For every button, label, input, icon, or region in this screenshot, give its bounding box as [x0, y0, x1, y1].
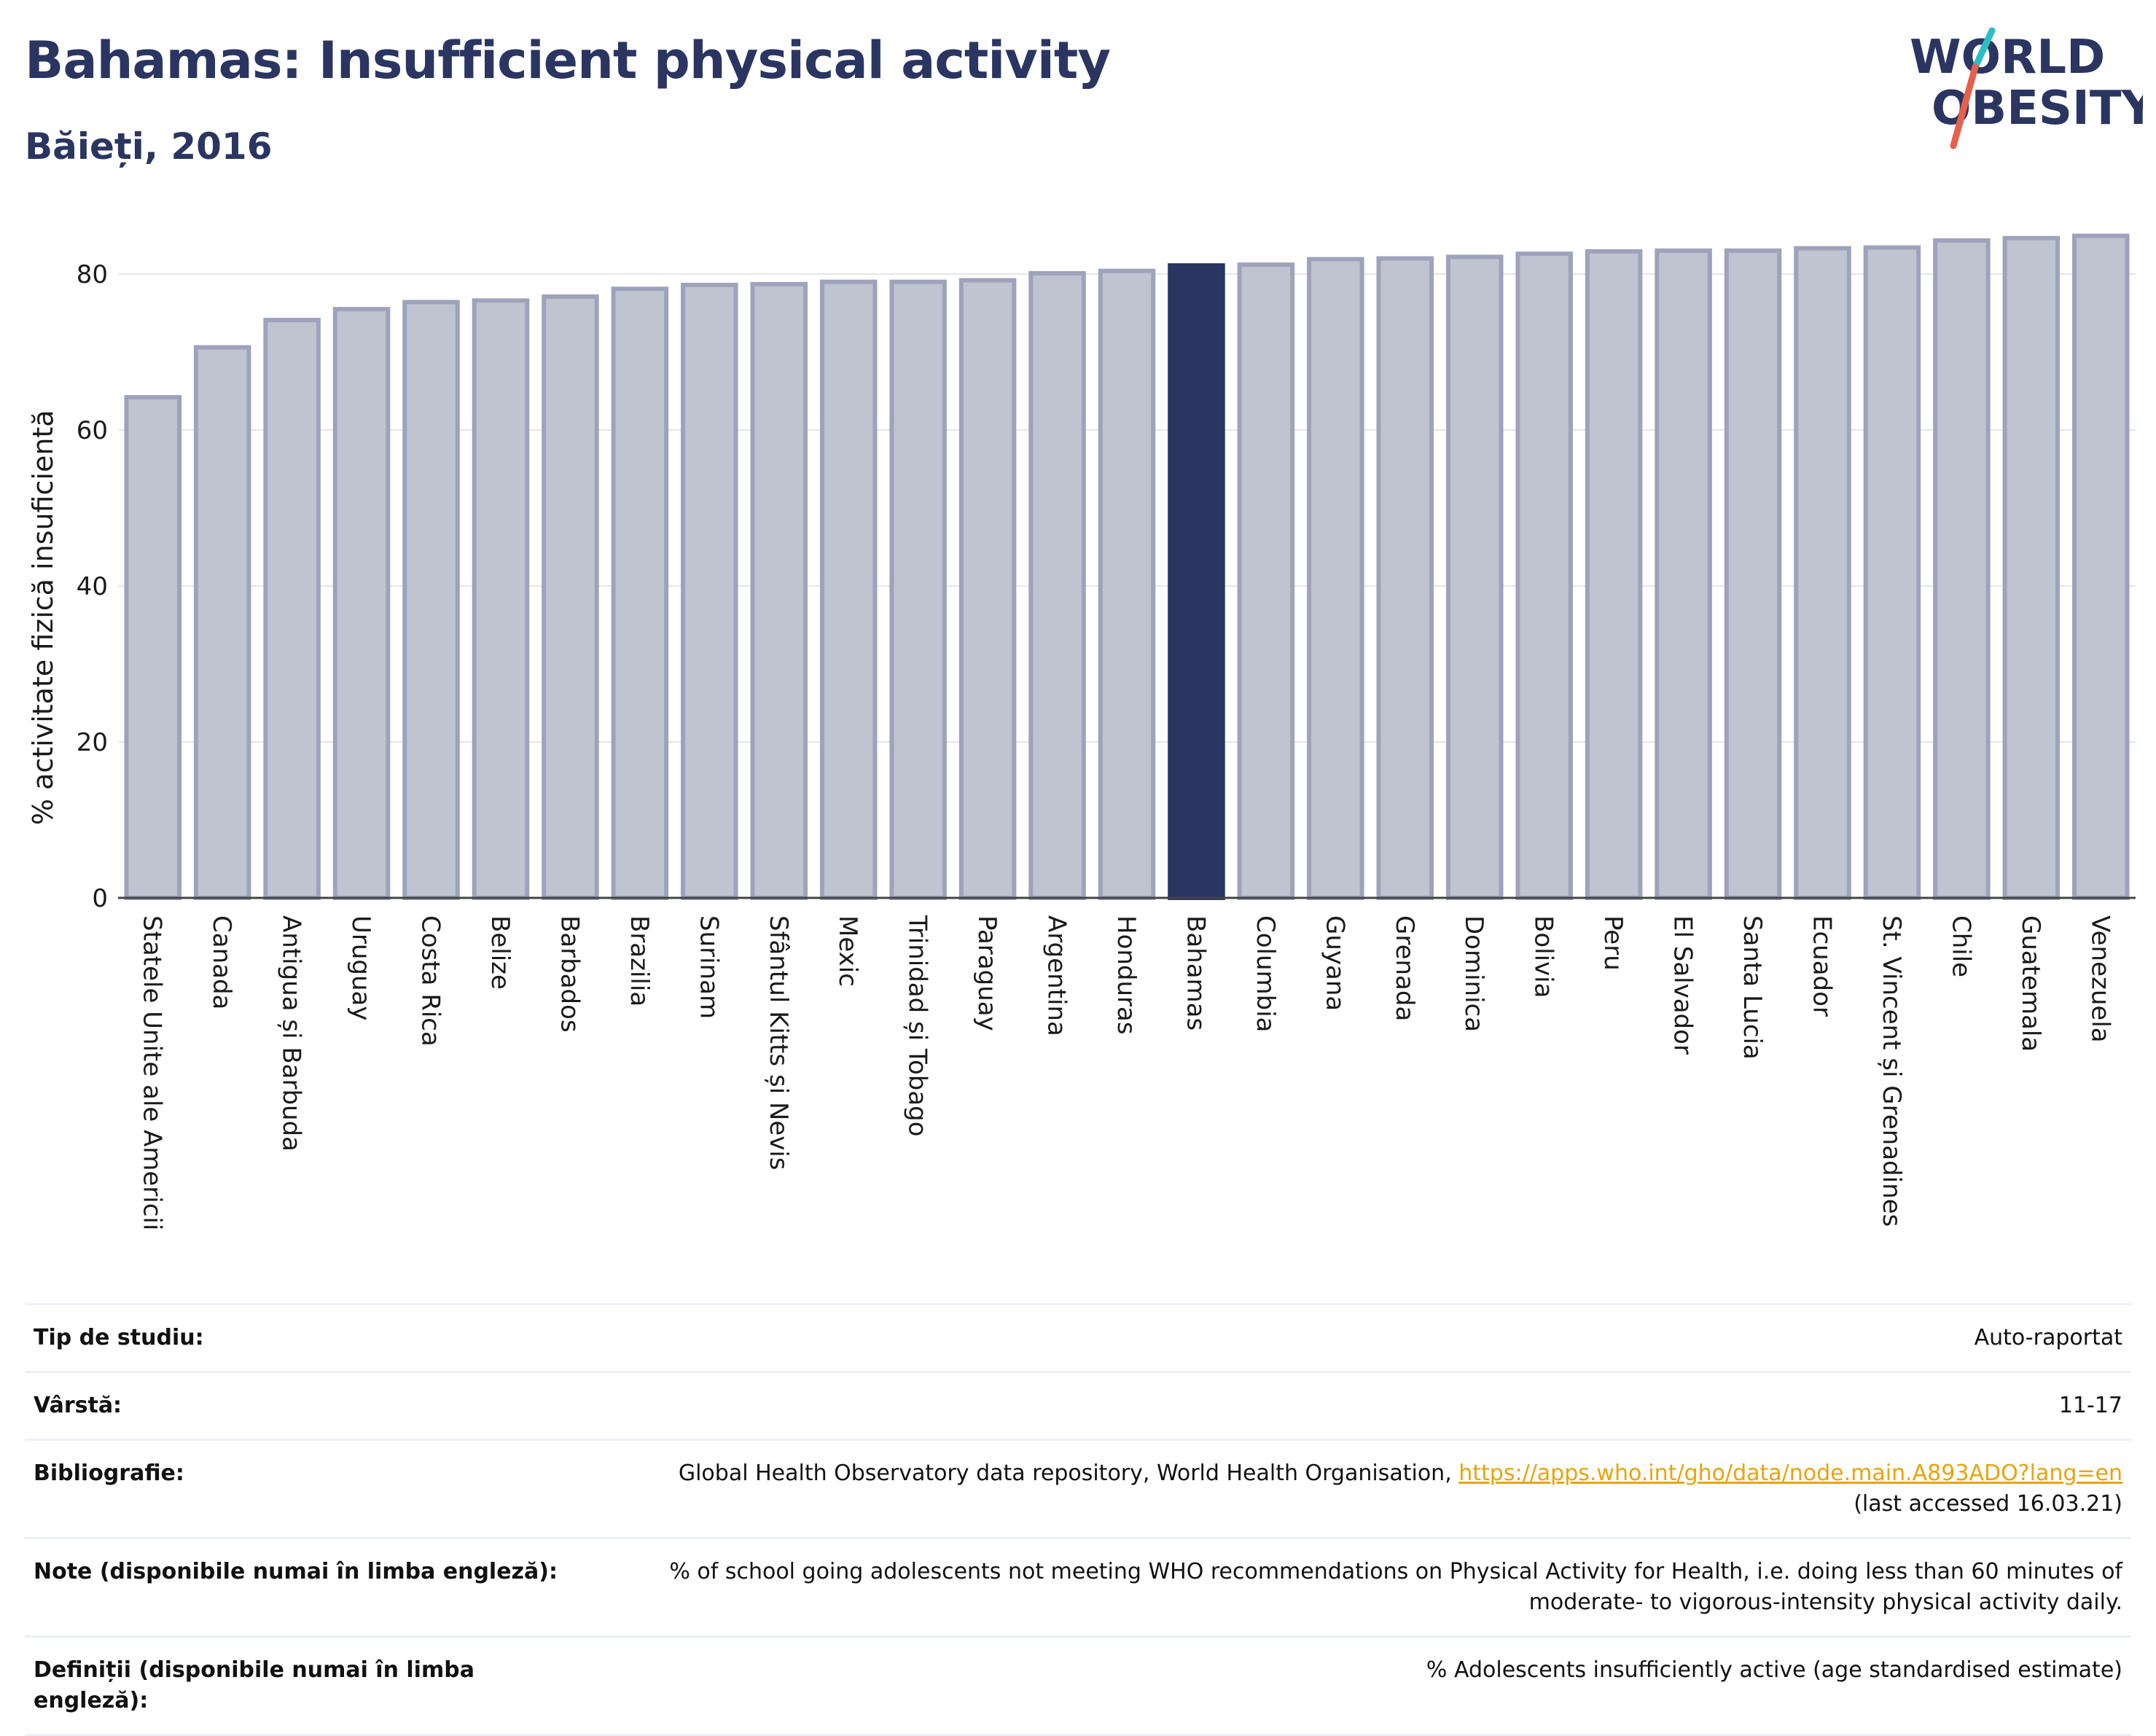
- x-tick-label: Antigua și Barbuda: [277, 915, 306, 1152]
- bar: [681, 282, 738, 901]
- x-tick-label: Trinidad și Tobago: [903, 915, 932, 1137]
- x-tick-label: Belize: [485, 915, 515, 990]
- bar: [958, 278, 1017, 900]
- x-tick-label: Guatemala: [2016, 915, 2045, 1052]
- bar: [402, 300, 460, 900]
- chart-title: Bahamas: Insufficient physical activity: [25, 31, 1111, 90]
- notes-label: Note (disponibile numai în limba engleză…: [25, 1537, 567, 1637]
- bibliography-link[interactable]: https://apps.who.int/gho/data/node.main.…: [1458, 1461, 2122, 1486]
- x-tick-label: Grenada: [1390, 915, 1419, 1021]
- y-tick-label: 20: [77, 728, 108, 757]
- x-tick-label: El Salvador: [1668, 915, 1698, 1055]
- y-tick-labels: 0 20 40 60 80: [77, 260, 108, 913]
- logo-slash-coral: [1950, 63, 1979, 149]
- age-value: 11-17: [567, 1371, 2131, 1440]
- x-tick-label: Brazilia: [625, 915, 654, 1006]
- bar: [1028, 270, 1086, 900]
- x-tick-label: Bahamas: [1181, 915, 1210, 1031]
- x-tick-label: Guyana: [1320, 915, 1349, 1011]
- chart-subtitle: Băieți, 2016: [25, 125, 273, 168]
- notes-line-1: % of school going adolescents not meetin…: [669, 1559, 2122, 1584]
- bar: [819, 279, 878, 900]
- x-tick-label: Honduras: [1112, 915, 1141, 1035]
- bar: [124, 395, 181, 900]
- x-tick-label: St. Vincent și Grenadines: [1877, 915, 1906, 1227]
- study-type-value: Auto-raportat: [567, 1303, 2131, 1372]
- x-tick-label: Chile: [1946, 915, 1975, 977]
- x-tick-label: Santa Lucia: [1738, 915, 1767, 1060]
- y-tick-label: 60: [77, 416, 108, 445]
- y-tick-label: 0: [92, 884, 108, 913]
- bar: [1933, 238, 1991, 900]
- logo-slash-teal: [1972, 27, 1996, 71]
- x-tick-label: Venezuela: [2085, 915, 2114, 1043]
- x-tick-label: Canada: [207, 915, 236, 1009]
- x-tick-label: Bolivia: [1529, 915, 1558, 998]
- bar: [1237, 262, 1295, 901]
- bar: [1307, 257, 1364, 901]
- world-obesity-logo: WORLD OBESITY: [1910, 27, 2143, 149]
- bars: [124, 233, 2130, 901]
- bibliography-label: Bibliografie:: [25, 1439, 567, 1538]
- row-definitions: Definiții (disponibile numai în limba en…: [25, 1635, 2131, 1736]
- bar: [1794, 246, 1851, 900]
- bibliography-text: Global Health Observatory data repositor…: [678, 1461, 1459, 1486]
- row-bibliography: Bibliografie: Global Health Observatory …: [25, 1439, 2131, 1538]
- bar-chart: 0 20 40 60 80 Statele Unite ale Americii Cana…: [27, 233, 2136, 1230]
- x-tick-label: Barbados: [555, 915, 584, 1033]
- x-tick-label: Columbia: [1251, 915, 1280, 1033]
- bibliography-value: Global Health Observatory data repositor…: [567, 1439, 2131, 1538]
- bar: [1585, 249, 1643, 901]
- x-tick-label: Statele Unite ale Americii: [138, 915, 167, 1230]
- row-age: Vârstă: 11-17: [25, 1371, 2131, 1440]
- x-tick-label: Costa Rica: [416, 915, 445, 1047]
- bar: [1655, 248, 1712, 900]
- bar: [1724, 248, 1782, 900]
- age-label: Vârstă:: [25, 1371, 567, 1440]
- bar: [611, 286, 669, 900]
- x-tick-label: Dominica: [1459, 915, 1488, 1032]
- y-tick-label: 40: [77, 572, 108, 601]
- x-tick-label: Sfântul Kitts și Nevis: [764, 915, 793, 1170]
- bar: [1863, 245, 1921, 900]
- bar: [889, 279, 947, 900]
- logo-world: WORLD: [1910, 31, 2105, 85]
- notes-line-2: moderate- to vigorous-intensity physical…: [1528, 1590, 2122, 1615]
- row-notes: Note (disponibile numai în limba engleză…: [25, 1537, 2131, 1637]
- bibliography-accessed: (last accessed 16.03.21): [1854, 1491, 2122, 1517]
- bar: [332, 307, 391, 900]
- x-tick-label: Ecuador: [1807, 915, 1836, 1017]
- bar: [2072, 233, 2130, 900]
- x-tick-labels: Statele Unite ale Americii Canada Antigua …: [138, 915, 2115, 1230]
- bar: [193, 345, 251, 900]
- bar: [1445, 254, 1504, 900]
- bar: [542, 294, 599, 900]
- x-tick-label: Mexic: [833, 915, 862, 987]
- x-tick-label: Uruguay: [346, 915, 375, 1021]
- x-tick-label: Paraguay: [972, 915, 1001, 1031]
- x-tick-label: Surinam: [694, 915, 723, 1019]
- x-tick-label: Argentina: [1042, 915, 1071, 1036]
- bar: [1515, 251, 1573, 900]
- bar-highlight: [1168, 263, 1225, 901]
- y-axis-label: % activitate fizică insuficientă: [27, 410, 59, 825]
- bar: [263, 318, 321, 900]
- definitions-value: % Adolescents insufficiently active (age…: [567, 1635, 2131, 1736]
- definitions-label: Definiții (disponibile numai în limba en…: [25, 1635, 567, 1736]
- x-tick-label: Peru: [1598, 915, 1628, 971]
- y-tick-label: 80: [77, 260, 108, 289]
- bar: [750, 281, 808, 901]
- bar: [2002, 235, 2061, 900]
- info-table: Tip de studiu: Auto-raportat Vârstă: 11-…: [25, 1303, 2131, 1736]
- row-study-type: Tip de studiu: Auto-raportat: [25, 1303, 2131, 1372]
- notes-value: % of school going adolescents not meetin…: [567, 1537, 2131, 1637]
- bar: [1376, 256, 1434, 901]
- bar: [472, 298, 530, 900]
- study-type-label: Tip de studiu:: [25, 1303, 567, 1372]
- bar: [1098, 268, 1156, 901]
